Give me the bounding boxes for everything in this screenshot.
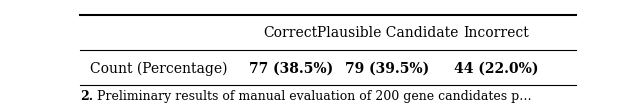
Text: 2.: 2.	[80, 90, 93, 103]
Text: Preliminary results of manual evaluation of 200 gene candidates p…: Preliminary results of manual evaluation…	[89, 90, 532, 103]
Text: 44 (22.0%): 44 (22.0%)	[454, 62, 539, 76]
Text: Plausible Candidate: Plausible Candidate	[317, 26, 458, 40]
Text: Correct: Correct	[264, 26, 318, 40]
Text: 77 (38.5%): 77 (38.5%)	[249, 62, 333, 76]
Text: 79 (39.5%): 79 (39.5%)	[346, 62, 429, 76]
Text: Incorrect: Incorrect	[464, 26, 529, 40]
Text: Count (Percentage): Count (Percentage)	[90, 62, 227, 76]
